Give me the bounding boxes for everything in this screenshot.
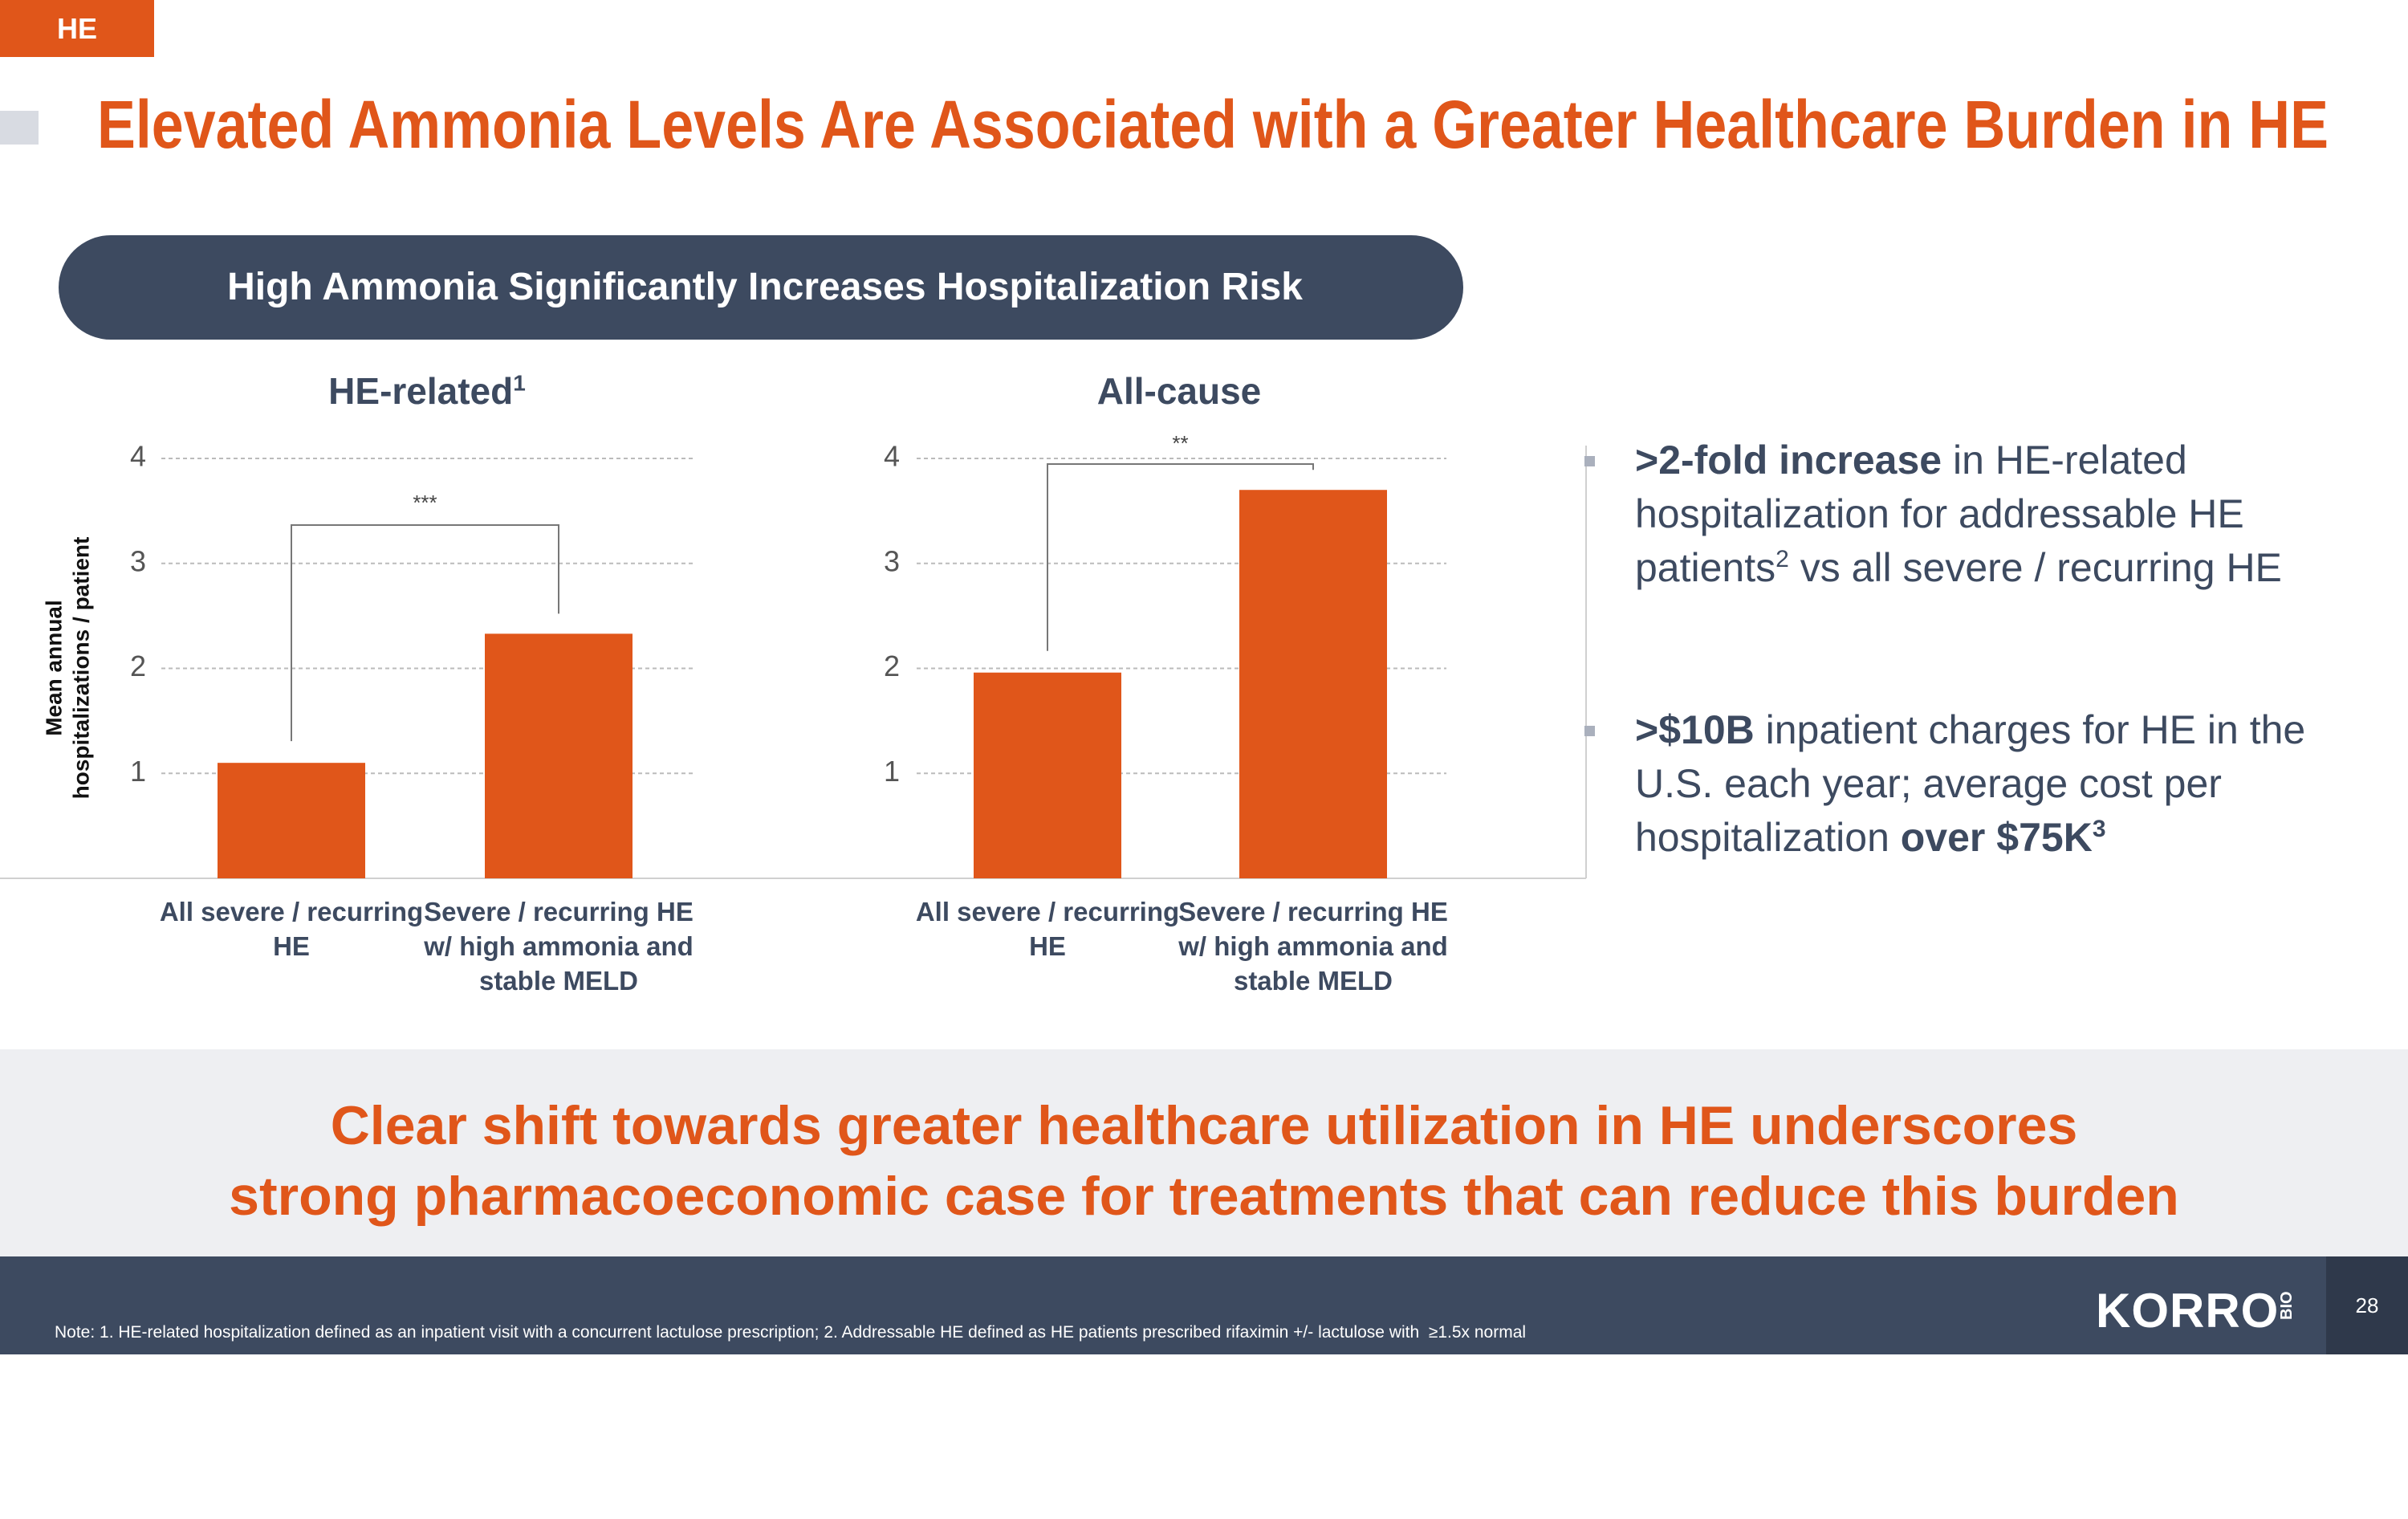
bullet-text: vs all severe / recurring HE [1788,545,2282,590]
conclusion-line: Clear shift towards greater healthcare u… [330,1095,2078,1156]
y-tick-label: 1 [884,755,900,788]
bar [485,633,633,878]
bar [1239,490,1387,878]
significance-label: *** [413,491,437,515]
footnote-ref: 1 [513,370,526,396]
bar [218,763,365,878]
title-marker [0,111,39,145]
y-tick-label: 2 [130,650,146,682]
slide: HE Elevated Ammonia Levels Are Associate… [0,0,2408,1354]
banner-text: High Ammonia Significantly Increases Hos… [227,266,1303,308]
logo: KORRO [2096,1284,2280,1338]
x-tick-label: All severe / recurring HE [915,897,1180,961]
x-tick-label: Severe / recurring HE w/ high ammonia an… [424,897,694,996]
y-tick-label: 4 [130,440,146,473]
chart-title: HE-related1 [226,369,628,413]
bullet-text: over $75K [1900,815,2093,860]
y-tick-label: 2 [884,650,900,682]
bar [974,672,1121,878]
y-tick-label: 4 [884,440,900,473]
slide-title: Elevated Ammonia Levels Are Associated w… [97,87,2329,162]
note-line: Source: Harris et al., Clinics in Liver … [55,1472,1186,1491]
x-tick-label: All severe / recurring HE [159,897,424,961]
y-axis-label-line: Mean annual [41,600,66,736]
bullet-text: 2 [1775,546,1789,572]
significance-bracket [1047,463,1314,651]
note-line: ammonia and MELD ≤20; 3. Average payer c… [55,1398,1186,1416]
significance-label: ** [1172,431,1188,455]
banner-pill [59,235,1463,340]
y-tick-label: 3 [884,544,900,577]
page-number-box [2326,1256,2408,1354]
chart-title-text: All-cause [1096,370,1262,412]
conclusion: Clear shift towards greater healthcare u… [0,1090,2408,1232]
bullet-marker [1584,456,1595,466]
footer [0,1256,2408,1354]
y-axis-label-line: hospitalizations / patient [68,537,93,800]
chart-title: All-cause [978,369,1380,413]
chart-title-text: HE-related [328,370,514,412]
bullet-marker [1584,726,1595,736]
bullet-text: >2-fold increase [1635,438,1942,483]
bullet-text: inpatient charges for HE in the U.S. eac… [1635,707,2317,860]
charts: 1 2 3 4 *** Mean annual hospitalizations / pat… [0,431,1587,879]
notes: Note: 1. HE-related hospitalization defi… [55,1270,1526,1519]
bullet: >$10B inpatient charges for HE in the U.… [1635,703,2325,865]
logo-suffix: BIO [2278,1291,2296,1320]
title-box: Elevated Ammonia Levels Are Associated w… [97,87,2329,162]
bullet: >2-fold increase in HE-related hospitali… [1635,434,2325,595]
y-tick-label: 3 [130,544,146,577]
page-number: 28 [2355,1293,2379,1317]
bullet-text: in HE-related hospitalization for addres… [1635,438,2255,590]
bullet-text: 3 [2092,816,2106,842]
conclusion-line: strong pharmacoeconomic case for treatme… [229,1166,2179,1227]
x-tick-label: Severe / recurring HE w/ high ammonia an… [1178,897,1448,996]
section-tag: HE [56,12,97,45]
conclusion-band [0,1049,2408,1256]
bullet-text: >$10B [1635,707,1755,752]
y-tick-label: 1 [130,755,146,788]
note-line: Note: 1. HE-related hospitalization defi… [55,1323,1527,1342]
y-axis-label: Mean annual hospitalizations / patient [41,537,93,800]
significance-bracket [291,524,559,742]
section-tag-box [0,0,154,57]
